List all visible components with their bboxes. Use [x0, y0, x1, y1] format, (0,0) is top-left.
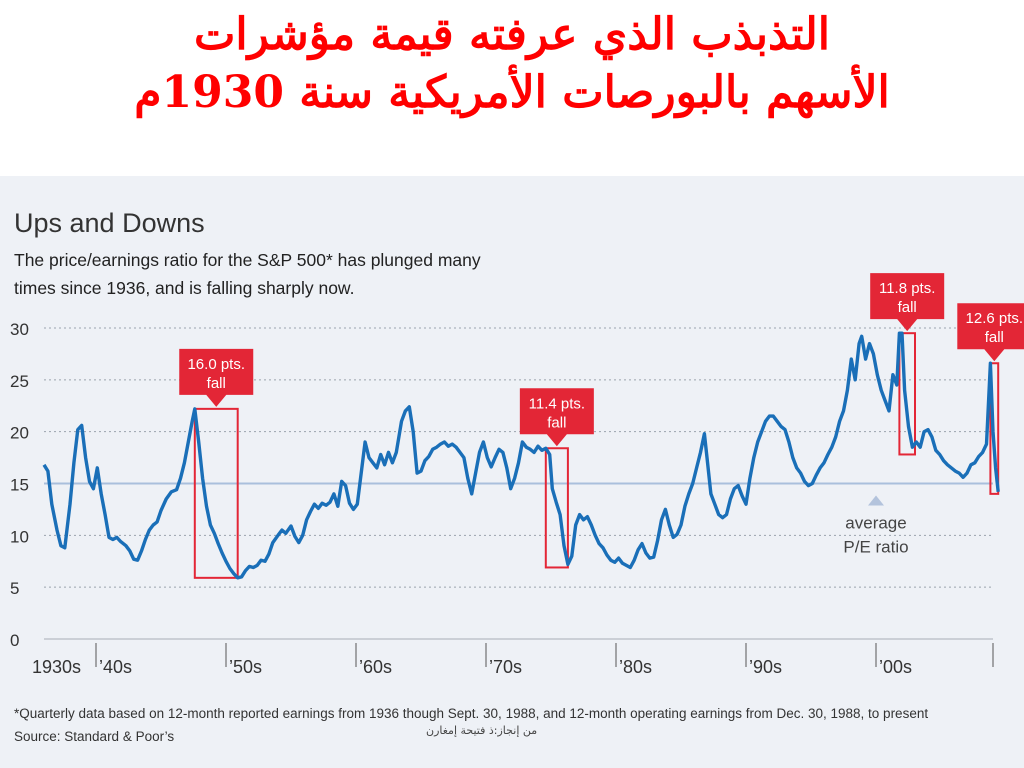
callout-flag: [179, 348, 254, 407]
chart-title: Ups and Downs: [14, 208, 205, 238]
y-tick-label: 0: [10, 631, 19, 650]
callout-label-line1: 12.6 pts.: [966, 310, 1024, 327]
y-tick-label: 30: [10, 320, 29, 339]
chart-source: Source: Standard & Poor’s: [14, 729, 174, 744]
chart-subtitle-line1: The price/earnings ratio for the S&P 500…: [14, 250, 481, 270]
slide-title-line2: الأسهم بالبورصات الأمريكية سنة 1930م: [134, 67, 890, 118]
chart-panel: [0, 176, 1024, 768]
x-tick-label: ’70s: [489, 657, 522, 677]
callout-label-line1: 11.4 pts.: [529, 395, 585, 412]
y-tick-label: 20: [10, 424, 29, 443]
x-tick-label: 1930s: [32, 657, 81, 677]
y-tick-label: 5: [10, 579, 19, 598]
author-credit: من إنجاز:ذ فتيحة إمغارن: [426, 724, 538, 737]
callout-label-line1: 16.0 pts.: [187, 356, 245, 373]
x-tick-label: ’60s: [359, 657, 392, 677]
callout-flag: [957, 303, 1024, 362]
fall-callout: 16.0 pts. fall: [179, 348, 254, 407]
y-tick-label: 10: [10, 527, 29, 546]
fall-callout: 11.4 pts. fall: [519, 388, 594, 447]
pe-ratio-line: [42, 331, 1000, 580]
fall-box: [544, 447, 569, 569]
axes: 30 25 20 15 10 5 0 1930s ’40s ’50s ’60s ’70s ’80s ’90…: [10, 320, 994, 677]
y-tick-label: 15: [10, 476, 29, 495]
callout-label-line1: 11.8 pts.: [879, 280, 935, 297]
fall-box: [193, 407, 239, 579]
series-group: [42, 331, 1000, 580]
fall-callout: 11.8 pts. fall: [870, 273, 945, 332]
average-marker: [868, 495, 884, 506]
callout-flag: [870, 273, 945, 332]
callout-label-line2: fall: [207, 375, 226, 392]
fall-callout: 12.6 pts. fall: [957, 303, 1024, 362]
chart-subtitle-line2: times since 1936, and is falling sharply…: [14, 278, 354, 298]
slide-title-line1: التذبذب الذي عرفته قيمة مؤشرات: [193, 9, 831, 60]
callout-label-line2: fall: [985, 329, 1004, 346]
x-tick-label: ’50s: [229, 657, 262, 677]
fall-box: [898, 332, 917, 456]
slide-title: التذبذب الذي عرفته قيمة مؤشرات الأسهم با…: [0, 6, 1024, 122]
average-line-group: average P/E ratio: [44, 482, 993, 557]
fall-boxes: [193, 332, 1000, 579]
fall-box: [989, 362, 1000, 495]
x-tick-label: ’00s: [879, 657, 912, 677]
x-tick-label: ’90s: [749, 657, 782, 677]
chart-footnote: *Quarterly data based on 12-month report…: [14, 706, 928, 721]
y-tick-label: 25: [10, 372, 29, 391]
callout-label-line2: fall: [898, 299, 917, 316]
average-label-line2: P/E ratio: [843, 538, 908, 557]
average-label-line1: average: [845, 514, 906, 533]
x-tick-label: ’40s: [99, 657, 132, 677]
callout-flag: [519, 388, 594, 447]
x-tick-label: ’80s: [619, 657, 652, 677]
callout-label-line2: fall: [547, 414, 566, 431]
